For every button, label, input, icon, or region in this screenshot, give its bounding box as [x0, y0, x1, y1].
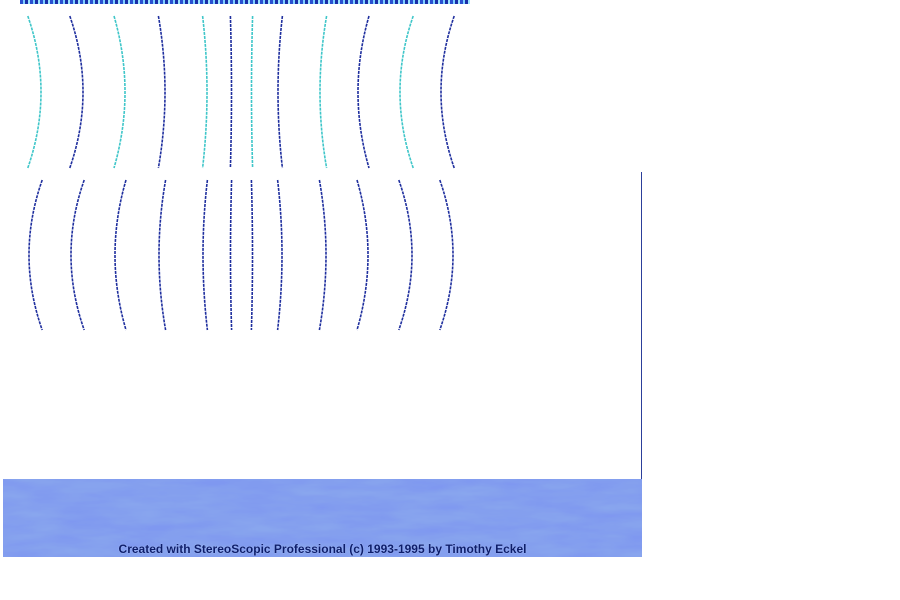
wave-line — [114, 179, 127, 331]
wave-line — [439, 179, 454, 331]
lower-wave-group — [28, 179, 454, 331]
wave-line — [158, 179, 167, 331]
wave-line — [70, 179, 85, 331]
wave-line — [27, 15, 42, 169]
wave-line — [229, 179, 233, 331]
wave-line — [113, 15, 126, 169]
wave-line — [319, 15, 328, 169]
wave-line — [440, 15, 455, 169]
wave-line — [357, 15, 370, 169]
wave-line — [399, 15, 414, 169]
wave-line — [202, 179, 209, 331]
wave-line — [28, 179, 43, 331]
wave-line — [229, 15, 233, 169]
wave-line — [250, 179, 254, 331]
top-texture-strip — [20, 0, 470, 4]
wave-line — [318, 179, 327, 331]
wave-line — [157, 15, 166, 169]
banner-texture — [3, 479, 642, 557]
textured-banner: Created with StereoScopic Professional (… — [3, 479, 642, 557]
wave-line — [201, 15, 208, 169]
wave-line — [250, 15, 254, 169]
wave-line — [69, 15, 84, 169]
stereogram-wave-lines — [27, 15, 455, 331]
wave-line — [398, 179, 413, 331]
upper-wave-group — [27, 15, 455, 169]
wave-line — [276, 179, 283, 331]
credit-text: Created with StereoScopic Professional (… — [118, 542, 527, 556]
wave-line — [356, 179, 369, 331]
wave-line — [277, 15, 284, 169]
vertical-divider-line — [641, 172, 642, 479]
